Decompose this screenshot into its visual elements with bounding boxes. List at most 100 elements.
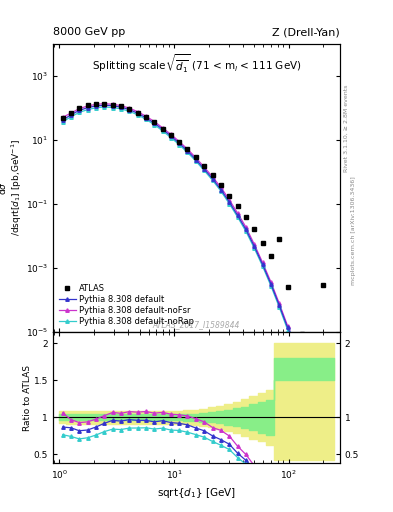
ATLAS xyxy=(285,284,290,290)
Pythia 8.308 default-noRap xyxy=(127,108,132,114)
Legend: ATLAS, Pythia 8.308 default, Pythia 8.308 default-noFsr, Pythia 8.308 default-no: ATLAS, Pythia 8.308 default, Pythia 8.30… xyxy=(57,283,196,328)
Pythia 8.308 default-noRap xyxy=(202,167,206,174)
Pythia 8.308 default-noRap xyxy=(68,114,73,120)
Pythia 8.308 default xyxy=(169,133,173,139)
Pythia 8.308 default-noRap xyxy=(193,158,198,164)
Pythia 8.308 default-noFsr xyxy=(299,353,304,359)
Pythia 8.308 default-noFsr xyxy=(110,101,115,108)
ATLAS xyxy=(227,193,231,199)
Pythia 8.308 default xyxy=(185,148,190,154)
Pythia 8.308 default-noRap xyxy=(169,135,173,141)
Pythia 8.308 default xyxy=(102,102,107,109)
Text: Splitting scale$\sqrt{\overline{d_1}}$ (71 < m$_l$ < 111 GeV): Splitting scale$\sqrt{\overline{d_1}}$ (… xyxy=(92,52,301,75)
Pythia 8.308 default-noRap xyxy=(252,245,257,251)
ATLAS xyxy=(127,106,132,112)
ATLAS xyxy=(244,215,248,221)
Text: mcplots.cern.ch [arXiv:1306.3436]: mcplots.cern.ch [arXiv:1306.3436] xyxy=(351,176,356,285)
Pythia 8.308 default-noFsr xyxy=(277,300,281,306)
Pythia 8.308 default xyxy=(85,104,90,111)
Pythia 8.308 default-noFsr xyxy=(185,146,190,152)
Pythia 8.308 default xyxy=(127,106,132,113)
Pythia 8.308 default-noRap xyxy=(119,106,123,112)
ATLAS xyxy=(61,115,65,121)
Pythia 8.308 default xyxy=(110,102,115,109)
Y-axis label: d$\sigma$
/dsqrt[$d_1$] [pb,GeV$^{-1}$]: d$\sigma$ /dsqrt[$d_1$] [pb,GeV$^{-1}$] xyxy=(0,139,24,237)
Pythia 8.308 default-noFsr xyxy=(85,103,90,109)
ATLAS xyxy=(219,181,223,187)
Pythia 8.308 default xyxy=(193,157,198,163)
Pythia 8.308 default-noRap xyxy=(299,357,304,363)
Pythia 8.308 default-noFsr xyxy=(152,118,157,124)
Pythia 8.308 default-noFsr xyxy=(68,110,73,116)
ATLAS xyxy=(177,139,182,145)
Pythia 8.308 default xyxy=(177,140,182,146)
ATLAS xyxy=(210,172,215,178)
Pythia 8.308 default-noFsr xyxy=(169,132,173,138)
Pythia 8.308 default-noRap xyxy=(285,327,290,333)
Pythia 8.308 default xyxy=(61,117,65,123)
Text: ATLAS_2017_I1589844: ATLAS_2017_I1589844 xyxy=(153,321,240,329)
ATLAS xyxy=(143,114,148,120)
ATLAS xyxy=(268,253,273,260)
ATLAS xyxy=(277,236,281,242)
Pythia 8.308 default-noRap xyxy=(110,104,115,111)
Pythia 8.308 default xyxy=(210,176,215,182)
Pythia 8.308 default xyxy=(235,212,240,219)
ATLAS xyxy=(110,102,115,108)
Pythia 8.308 default-noRap xyxy=(219,188,223,194)
Pythia 8.308 default-noRap xyxy=(260,263,265,269)
Pythia 8.308 default-noRap xyxy=(143,116,148,122)
Pythia 8.308 default-noFsr xyxy=(210,174,215,180)
Pythia 8.308 default-noRap xyxy=(135,112,140,118)
Pythia 8.308 default-noFsr xyxy=(244,224,248,230)
Pythia 8.308 default xyxy=(202,166,206,172)
Pythia 8.308 default xyxy=(268,281,273,287)
X-axis label: sqrt{$d_1$} [GeV]: sqrt{$d_1$} [GeV] xyxy=(157,486,236,500)
Y-axis label: Ratio to ATLAS: Ratio to ATLAS xyxy=(24,365,33,431)
Pythia 8.308 default xyxy=(227,199,231,205)
Pythia 8.308 default xyxy=(94,103,98,109)
Pythia 8.308 default-noRap xyxy=(235,214,240,220)
ATLAS xyxy=(68,110,73,116)
ATLAS xyxy=(85,102,90,108)
Pythia 8.308 default xyxy=(119,104,123,110)
Pythia 8.308 default xyxy=(152,120,157,126)
Pythia 8.308 default-noRap xyxy=(77,110,82,116)
ATLAS xyxy=(202,163,206,169)
Pythia 8.308 default xyxy=(219,186,223,193)
Pythia 8.308 default xyxy=(299,355,304,361)
Pythia 8.308 default-noRap xyxy=(85,106,90,113)
Line: ATLAS: ATLAS xyxy=(61,101,326,336)
Pythia 8.308 default-noFsr xyxy=(227,197,231,203)
Pythia 8.308 default xyxy=(244,226,248,232)
Pythia 8.308 default-noFsr xyxy=(268,279,273,285)
Pythia 8.308 default-noRap xyxy=(61,119,65,125)
Pythia 8.308 default-noRap xyxy=(177,142,182,148)
Pythia 8.308 default-noRap xyxy=(102,104,107,110)
Pythia 8.308 default-noRap xyxy=(152,121,157,127)
Line: Pythia 8.308 default: Pythia 8.308 default xyxy=(61,103,303,359)
Pythia 8.308 default-noFsr xyxy=(177,138,182,144)
ATLAS xyxy=(185,146,190,153)
Pythia 8.308 default-noRap xyxy=(227,201,231,207)
Pythia 8.308 default-noRap xyxy=(277,304,281,310)
Pythia 8.308 default xyxy=(68,112,73,118)
Line: Pythia 8.308 default-noRap: Pythia 8.308 default-noRap xyxy=(61,105,303,362)
ATLAS xyxy=(235,203,240,209)
Pythia 8.308 default-noRap xyxy=(244,228,248,234)
Pythia 8.308 default-noFsr xyxy=(127,105,132,111)
Text: Rivet 3.1.10, ≥ 2.8M events: Rivet 3.1.10, ≥ 2.8M events xyxy=(344,84,349,172)
Pythia 8.308 default-noFsr xyxy=(202,164,206,170)
Pythia 8.308 default-noFsr xyxy=(119,102,123,109)
Pythia 8.308 default-noFsr xyxy=(102,101,107,107)
Pythia 8.308 default-noFsr xyxy=(219,184,223,190)
Pythia 8.308 default xyxy=(277,302,281,308)
ATLAS xyxy=(102,101,107,107)
ATLAS xyxy=(299,331,304,337)
Pythia 8.308 default-noFsr xyxy=(285,323,290,329)
Pythia 8.308 default xyxy=(143,115,148,121)
ATLAS xyxy=(260,240,265,246)
ATLAS xyxy=(321,282,325,288)
Pythia 8.308 default xyxy=(135,110,140,116)
Pythia 8.308 default-noFsr xyxy=(160,125,165,131)
